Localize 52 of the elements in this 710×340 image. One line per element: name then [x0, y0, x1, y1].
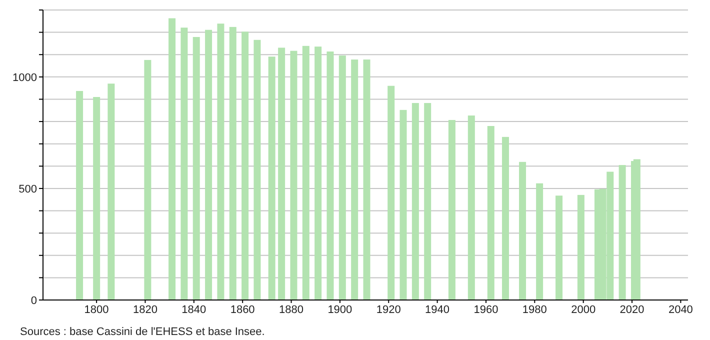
bar: [302, 46, 310, 300]
bar: [254, 40, 261, 300]
bar: [577, 194, 584, 300]
y-tick-label: 1000: [12, 72, 37, 84]
bar: [412, 103, 419, 300]
bar: [468, 116, 475, 300]
x-tick-label: 2000: [571, 304, 596, 316]
bar: [108, 84, 115, 300]
bar: [618, 165, 626, 300]
bar: [268, 56, 276, 300]
x-tick-label: 1920: [376, 304, 401, 316]
bar: [448, 120, 456, 300]
x-tick-label: 1940: [425, 304, 450, 316]
bar: [487, 126, 494, 300]
x-tick-label: 1860: [230, 304, 255, 316]
bar: [338, 56, 346, 300]
source-note: Sources : base Cassini de l'EHESS et base Insee.: [20, 326, 266, 338]
x-tick-label: 1800: [84, 304, 109, 316]
bar: [144, 60, 152, 300]
bar: [363, 60, 370, 300]
bar: [326, 51, 334, 300]
x-tick-label: 1840: [182, 304, 206, 316]
bar: [205, 30, 212, 300]
bar: [229, 26, 236, 300]
bar: [400, 110, 407, 300]
bar: [502, 136, 509, 300]
x-tick-label: 2020: [620, 304, 644, 316]
bar: [168, 18, 176, 300]
x-tick-label: 1960: [474, 304, 498, 316]
bar: [388, 86, 395, 300]
bar: [536, 183, 544, 300]
x-tick-label: 1880: [279, 304, 304, 316]
bar: [278, 48, 286, 300]
bar: [314, 46, 322, 300]
x-tick-label: 1980: [522, 304, 547, 316]
x-tick-label: 1820: [132, 304, 158, 316]
y-tick-label: 500: [18, 183, 37, 196]
bar: [424, 103, 432, 300]
bar: [556, 196, 563, 300]
bar: [76, 90, 84, 300]
bar: [217, 24, 224, 300]
y-tick-label: 0: [30, 294, 37, 307]
x-tick-label: 1900: [328, 304, 352, 316]
bar: [192, 36, 200, 300]
bar: [93, 97, 100, 300]
bar: [519, 162, 526, 300]
x-tick-label: 2040: [668, 304, 693, 316]
bar: [290, 50, 298, 300]
bar: [242, 32, 249, 300]
bar: [351, 60, 358, 300]
bar: [180, 28, 188, 300]
bar: [633, 159, 640, 300]
